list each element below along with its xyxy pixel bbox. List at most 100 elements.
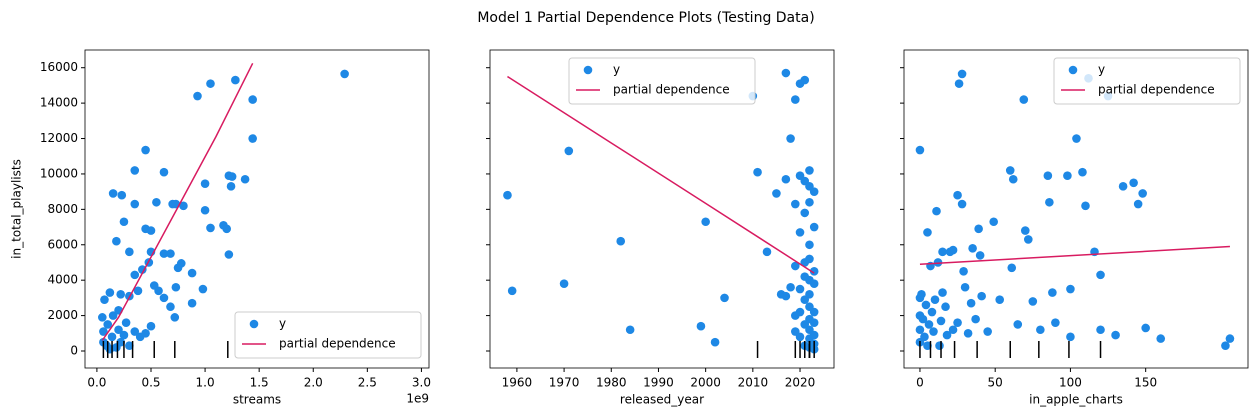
scatter-point — [340, 69, 349, 79]
scatter-point — [920, 332, 929, 342]
scatter-point — [800, 208, 810, 218]
scatter-point — [1045, 197, 1054, 207]
scatter-point — [953, 318, 962, 327]
scatter-point — [176, 259, 186, 268]
scatter-point — [248, 95, 257, 104]
scatter-point — [138, 265, 147, 274]
scatter-point — [1019, 95, 1029, 104]
scatter-point — [932, 206, 941, 216]
y-tick-label: 6000 — [47, 237, 78, 251]
scatter-point — [786, 282, 795, 292]
scatter-point — [915, 325, 925, 335]
x-tick-label: 2010 — [738, 376, 769, 390]
scatter-point — [141, 328, 150, 338]
scatter-point — [206, 79, 215, 88]
scatter-point — [1036, 325, 1045, 335]
scatter-point — [791, 261, 800, 271]
x-tick-label: 1960 — [502, 376, 533, 390]
scatter-point — [957, 199, 967, 209]
x-tick-label: 2.0 — [304, 376, 323, 390]
axes-frame — [489, 49, 835, 369]
scatter-point — [938, 247, 947, 257]
scatter-point — [923, 341, 932, 350]
partial-dependence-line — [919, 245, 1230, 265]
scatter-point — [809, 307, 819, 317]
scatter-point — [1221, 341, 1230, 350]
scatter-point — [146, 321, 156, 331]
y-tick-label: 4000 — [47, 273, 78, 287]
scatter-point — [1066, 332, 1075, 342]
scatter-point — [179, 201, 188, 211]
scatter-point — [198, 284, 208, 294]
scatter-point — [795, 307, 805, 317]
x-tick-label: 2.5 — [358, 376, 377, 390]
scatter-point — [1023, 235, 1033, 244]
scatter-point — [130, 166, 140, 175]
scatter-point — [927, 307, 937, 317]
scatter-point — [800, 272, 810, 281]
scatter-point — [152, 197, 161, 207]
scatter-point — [159, 249, 169, 258]
scatter-point — [1048, 288, 1057, 297]
scatter-point — [805, 254, 814, 264]
scatter-point — [930, 295, 940, 304]
scatter-point — [116, 290, 125, 299]
legend-marker — [249, 319, 259, 329]
scatter-point — [1118, 182, 1128, 191]
scatter-point — [966, 298, 976, 308]
axes-frame — [903, 49, 1249, 369]
x-tick-label: 1.5 — [250, 376, 269, 390]
scatter-point — [1096, 270, 1105, 280]
legend-label: partial dependence — [279, 337, 396, 351]
scatter-point — [968, 244, 977, 253]
scatter-point — [918, 314, 928, 324]
scatter-point — [809, 222, 819, 232]
legend-label: partial dependence — [613, 83, 730, 97]
scatter-point — [98, 313, 107, 322]
x-tick-label: 1990 — [643, 376, 674, 390]
scatter-point — [206, 223, 215, 233]
scatter-point — [1043, 171, 1053, 181]
scatter-point — [1066, 284, 1075, 294]
scatter-point — [170, 313, 180, 322]
scatter-point — [154, 286, 163, 296]
x-tick-label: 150 — [1134, 376, 1157, 390]
scatter-point — [960, 282, 970, 292]
x-tick-label: 1980 — [596, 376, 627, 390]
scatter-point — [805, 166, 814, 175]
scatter-point — [938, 288, 947, 297]
x-tick-label: 100 — [1059, 376, 1082, 390]
scatter-point — [224, 250, 234, 259]
scatter-point — [781, 291, 791, 301]
scatter-point — [125, 247, 134, 257]
scatter-point — [146, 226, 156, 235]
figure-title: Model 1 Partial Dependence Plots (Testin… — [477, 10, 814, 26]
scatter-point — [503, 190, 512, 200]
scatter-point — [226, 182, 236, 191]
x-axis-label: streams — [233, 393, 281, 407]
scatter-point — [924, 320, 934, 329]
scatter-point — [166, 249, 175, 258]
scatter-point — [103, 320, 113, 329]
x-tick-label: 0 — [916, 376, 924, 390]
scatter-point — [99, 327, 108, 336]
scatter-point — [1225, 334, 1235, 343]
scatter-point — [809, 330, 819, 340]
x-tick-label: 2000 — [690, 376, 721, 390]
offset-text: 1e9 — [406, 392, 429, 406]
partial-dependence-line — [101, 62, 254, 341]
scatter-point — [1020, 226, 1030, 235]
scatter-point — [809, 187, 819, 196]
x-tick-label: 3.0 — [412, 376, 431, 390]
scatter-point — [1005, 166, 1015, 175]
scatter-point — [227, 172, 237, 181]
scatter-point — [805, 290, 814, 299]
scatter-point — [935, 341, 944, 350]
scatter-point — [942, 330, 952, 340]
legend-label: y — [1098, 63, 1105, 77]
scatter-point — [112, 236, 121, 246]
scatter-point — [231, 75, 240, 85]
legend-box — [1053, 57, 1241, 105]
scatter-point — [1028, 297, 1038, 306]
